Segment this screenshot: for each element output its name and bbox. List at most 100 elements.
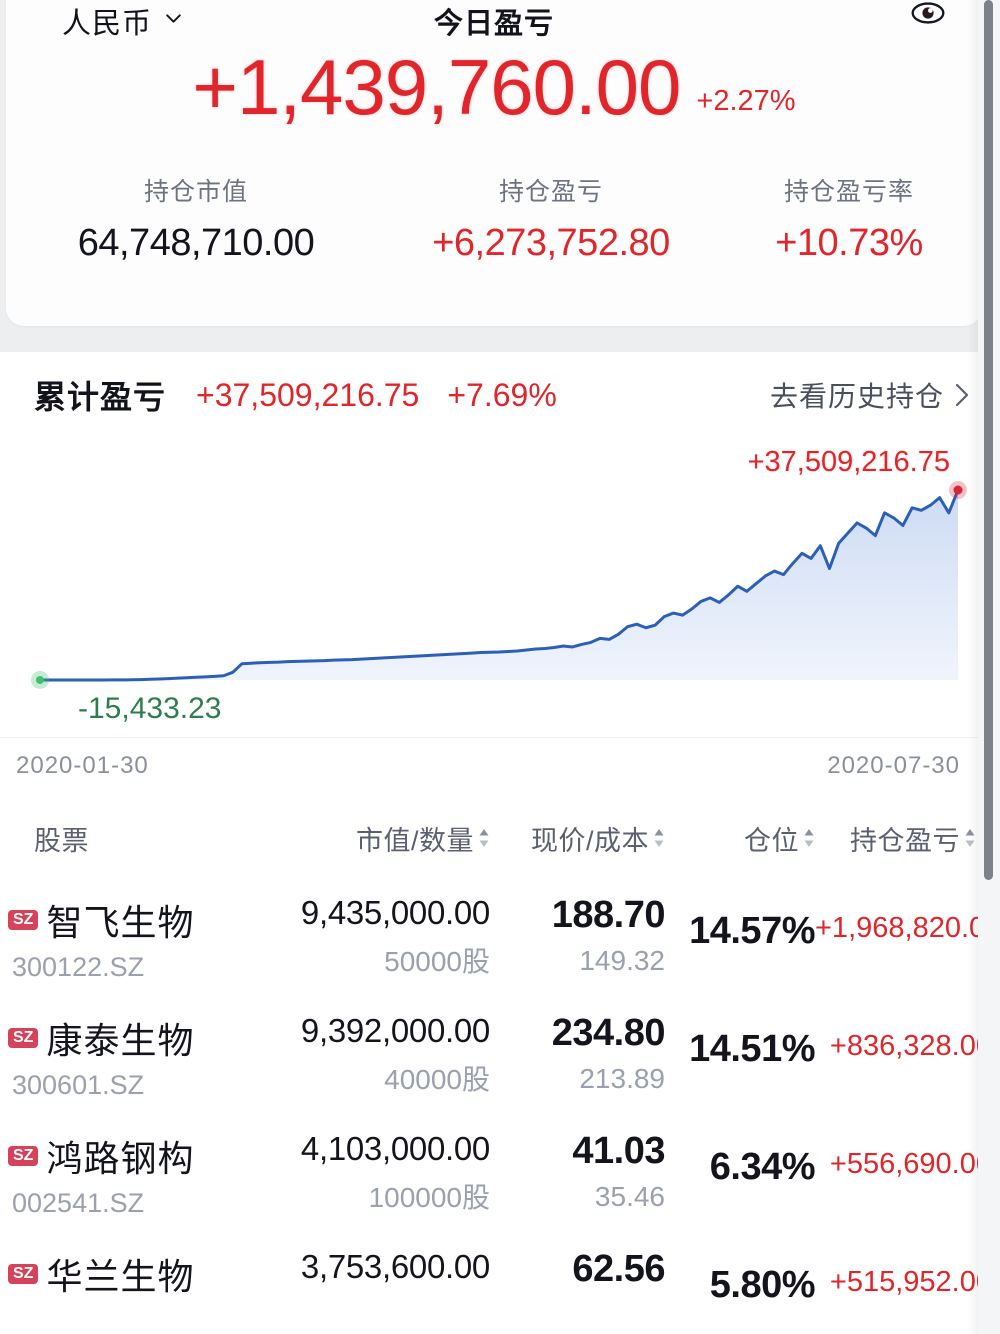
page-scrollbar-thumb[interactable] [984,0,993,880]
position-percent: 14.51% [689,1028,815,1070]
chart-x-tick-start: 2020-01-30 [16,752,149,779]
cost-price: 213.89 [579,1063,665,1094]
exchange-badge: SZ [8,909,39,931]
history-holdings-link[interactable]: 去看历史持仓 [770,375,970,415]
stat-label: 持仓盈亏 [498,178,603,206]
currency-selector[interactable]: 人民币 [62,0,183,42]
quantity: 40000股 [384,1064,490,1095]
table-header-row: 股票 市值/数量 现价/成本 [0,796,994,880]
today-pnl-percent: +2.27% [696,85,796,117]
chart-end-label: +37,509,216.75 [747,446,950,478]
position-pnl-cell: +1,968,820.00 [815,894,994,945]
position-pnl: +836,328.00 [829,1030,992,1062]
stat-label: 持仓市值 [143,178,248,206]
table-row[interactable]: SZ 康泰生物 300601.SZ 9,392,000.00 40000股 234.80 2… [0,998,994,1116]
cumulative-percent: +7.69% [447,376,557,413]
market-value: 3,753,600.00 [300,1248,490,1285]
stock-cell[interactable]: SZ 康泰生物 300601.SZ [0,1012,300,1101]
price-cost-cell: 41.03 35.46 [490,1130,665,1213]
price-cost-cell: 188.70 149.32 [490,894,666,977]
pnl-chart-panel[interactable]: +37,509,216.75 -15,433.23 2020-01-30 202… [0,438,994,796]
column-header-position[interactable]: 仓位 [665,819,815,858]
chart-divider [0,737,994,738]
market-value-cell: 9,435,000.00 50000股 [300,894,490,980]
top-bar: 人民币 今日盈亏 [6,0,982,44]
cost-price: 35.46 [594,1181,665,1212]
table-body: SZ 智飞生物 300122.SZ 9,435,000.00 50000股 188.70 1… [0,880,994,1334]
holdings-table: 股票 市值/数量 现价/成本 [0,796,994,1334]
pnl-area-chart[interactable] [0,438,994,738]
cost-price: 149.32 [579,945,665,976]
position-cell: 14.51% [665,1012,815,1071]
market-value: 9,392,000.00 [300,1012,490,1049]
price-cost-cell: 62.56 [490,1248,665,1291]
table-row[interactable]: SZ 智飞生物 300122.SZ 9,435,000.00 50000股 188.70 1… [0,880,994,998]
position-percent: 5.80% [709,1264,816,1306]
column-label: 现价/成本 [530,825,649,856]
stat-value: +6,273,752.80 [432,222,670,264]
stock-name: 华兰生物 [46,1256,195,1297]
price-cost-cell: 234.80 213.89 [490,1012,666,1095]
position-percent: 6.34% [709,1146,816,1188]
eye-icon[interactable] [910,0,946,26]
stock-cell[interactable]: SZ 华兰生物 [0,1248,300,1300]
position-cell: 6.34% [665,1130,816,1189]
column-header-market-value[interactable]: 市值/数量 [300,819,490,858]
stock-code: 002541.SZ [12,1188,145,1218]
position-pnl: +515,952.00 [829,1266,992,1298]
column-header-price-cost[interactable]: 现价/成本 [490,819,665,858]
edge-shadow [968,0,978,1334]
table-row[interactable]: SZ 华兰生物 3,753,600.00 62.56 5.80% +515,952.00 [0,1234,994,1334]
stat-value: 64,748,710.00 [77,222,315,264]
stats-row: 持仓市值 64,748,710.00 持仓盈亏 +6,273,752.80 持仓… [6,172,982,265]
cumulative-pnl-row: 累计盈亏 +37,509,216.75 +7.69% 去看历史持仓 [0,352,994,438]
page-scrollbar[interactable] [978,0,1000,1334]
market-value-cell: 4,103,000.00 100000股 [300,1130,490,1216]
position-percent: 14.57% [689,910,815,952]
chart-x-tick-end: 2020-07-30 [827,752,960,779]
position-pnl: +1,968,820.00 [815,912,994,944]
quantity: 100000股 [368,1182,490,1213]
stat-value: +10.73% [775,222,923,264]
market-value: 9,435,000.00 [300,894,490,931]
chevron-down-icon [164,9,183,28]
page-title: 今日盈亏 [433,8,554,40]
stock-name: 康泰生物 [46,1020,195,1061]
column-label: 股票 [34,825,89,856]
current-price: 234.80 [551,1012,666,1054]
chart-end-marker [949,481,967,499]
stock-name: 智飞生物 [46,902,195,943]
today-pnl: +1,439,760.00 +2.27% [6,48,982,126]
market-value-cell: 3,753,600.00 [300,1248,490,1286]
sort-arrows-icon [478,827,490,849]
stock-cell[interactable]: SZ 智飞生物 300122.SZ [0,894,300,983]
exchange-badge: SZ [8,1263,39,1285]
table-row[interactable]: SZ 鸿路钢构 002541.SZ 4,103,000.00 100000股 41.03 3… [0,1116,994,1234]
chart-start-label: -15,433.23 [78,692,222,725]
cumulative-label: 累计盈亏 [34,379,167,415]
column-label: 持仓盈亏 [850,825,960,856]
column-header-position-pnl[interactable]: 持仓盈亏 [815,819,994,858]
sort-arrows-icon [964,827,976,849]
stat-market-value: 持仓市值 64,748,710.00 [6,172,386,265]
market-value-cell: 9,392,000.00 40000股 [300,1012,490,1098]
currency-label: 人民币 [62,8,153,40]
stock-code: 300122.SZ [12,952,145,982]
stock-name: 鸿路钢构 [46,1138,195,1179]
market-value: 4,103,000.00 [300,1130,490,1167]
stat-position-pnl: 持仓盈亏 +6,273,752.80 [386,172,716,265]
stat-position-pnl-rate: 持仓盈亏率 +10.73% [716,172,982,265]
exchange-badge: SZ [8,1145,39,1167]
current-price: 188.70 [551,894,666,936]
stat-label: 持仓盈亏率 [783,178,914,206]
today-pnl-amount: +1,439,760.00 [192,43,681,131]
stock-cell[interactable]: SZ 鸿路钢构 002541.SZ [0,1130,300,1219]
position-cell: 5.80% [665,1248,816,1307]
column-header-stock: 股票 [0,819,300,858]
sort-arrows-icon [653,827,665,849]
position-pnl-cell: +515,952.00 [815,1248,994,1299]
column-label: 仓位 [744,825,799,856]
position-pnl-cell: +556,690.00 [815,1130,994,1181]
chart-start-marker [31,670,49,689]
